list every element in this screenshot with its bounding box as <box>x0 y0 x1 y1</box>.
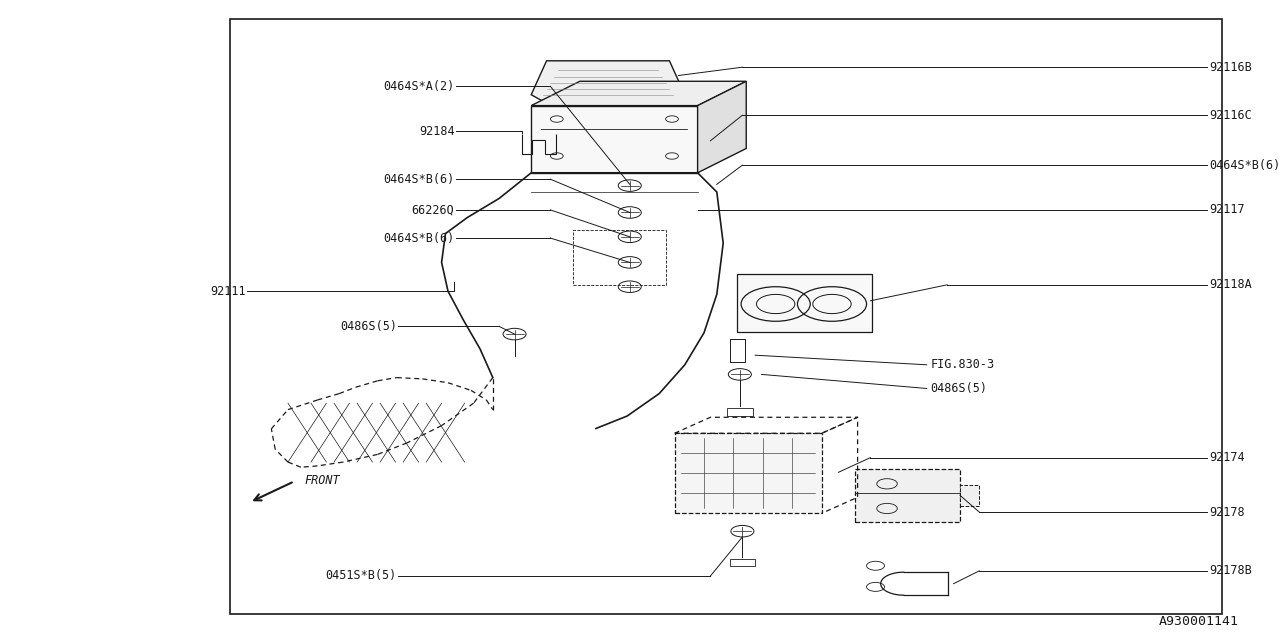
Text: FIG.830-3: FIG.830-3 <box>931 358 995 371</box>
Text: 0464S*A(2): 0464S*A(2) <box>383 80 454 93</box>
Text: 92116C: 92116C <box>1210 109 1252 122</box>
Bar <box>675 433 822 513</box>
Text: 0464S*B(6): 0464S*B(6) <box>1210 159 1280 172</box>
Polygon shape <box>531 81 746 106</box>
Text: A930001141: A930001141 <box>1160 616 1239 628</box>
Bar <box>855 469 960 522</box>
Text: 0451S*B(5): 0451S*B(5) <box>325 570 397 582</box>
Text: 92178: 92178 <box>1210 506 1245 518</box>
Text: 0464S*B(6): 0464S*B(6) <box>383 173 454 186</box>
Bar <box>531 106 698 173</box>
Text: 92111: 92111 <box>210 285 246 298</box>
Bar <box>730 559 755 566</box>
Bar <box>730 339 745 362</box>
Bar <box>960 485 979 506</box>
Polygon shape <box>698 81 746 173</box>
Bar <box>737 274 872 332</box>
Text: 92178B: 92178B <box>1210 564 1252 577</box>
Polygon shape <box>531 61 685 108</box>
Text: FRONT: FRONT <box>305 474 340 486</box>
Text: 92117: 92117 <box>1210 204 1245 216</box>
Text: 0464S*B(6): 0464S*B(6) <box>383 232 454 244</box>
Text: 92118A: 92118A <box>1210 278 1252 291</box>
Text: 0486S(5): 0486S(5) <box>931 382 988 395</box>
Text: 92174: 92174 <box>1210 451 1245 464</box>
Text: 92116B: 92116B <box>1210 61 1252 74</box>
Bar <box>727 408 753 416</box>
Text: 92184: 92184 <box>419 125 454 138</box>
Text: 0486S(5): 0486S(5) <box>339 320 397 333</box>
Bar <box>573 230 666 285</box>
Bar <box>230 19 1222 614</box>
Text: 66226Q: 66226Q <box>412 204 454 216</box>
